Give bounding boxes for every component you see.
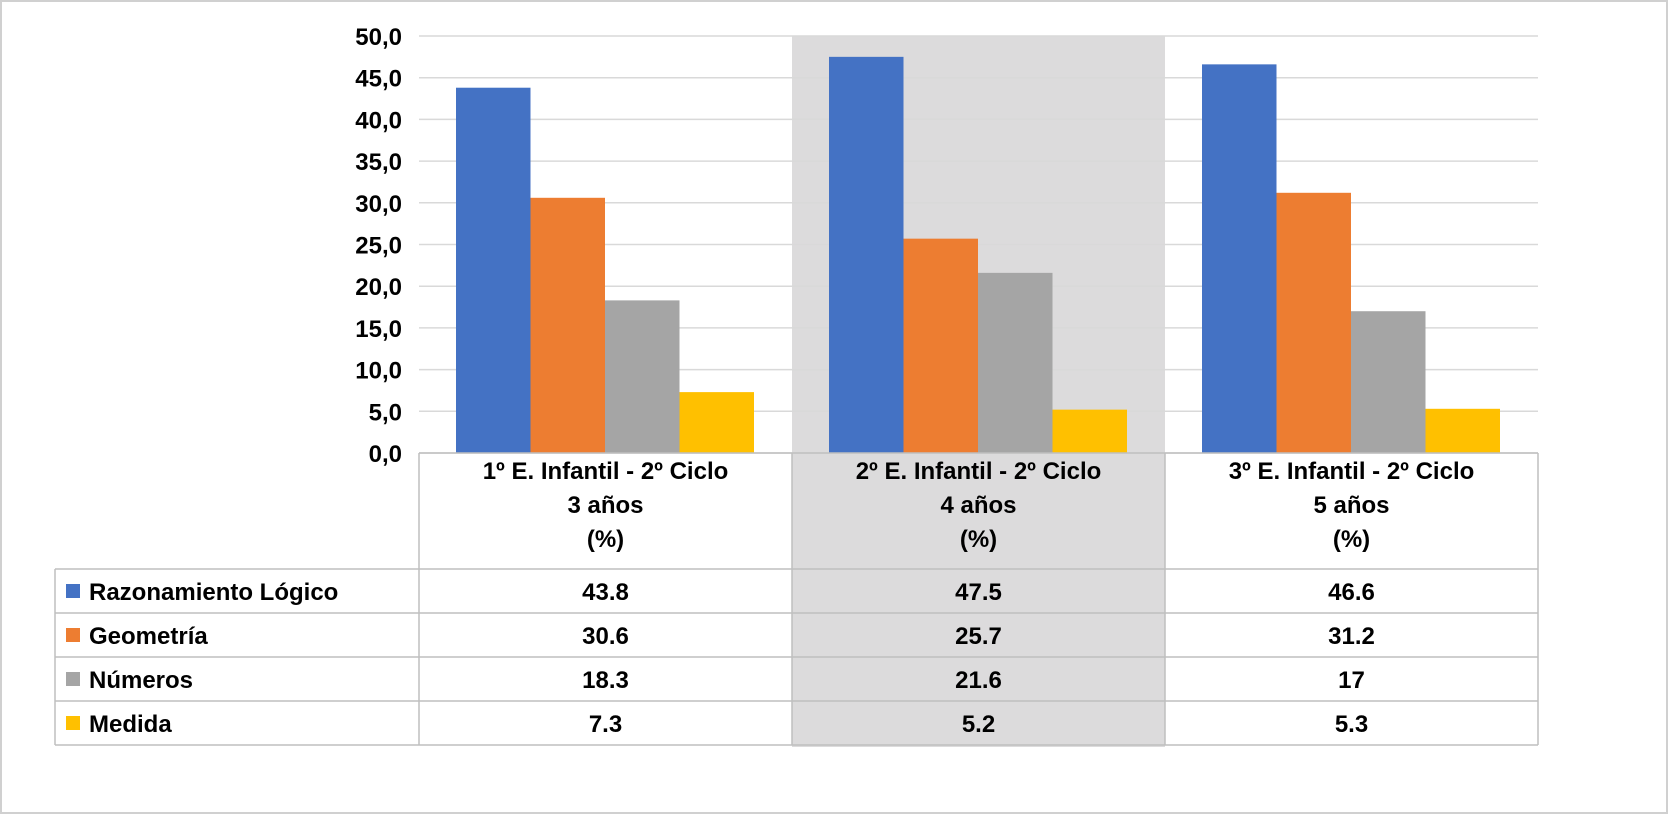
bar-razonamiento-l-gico-2 [829,56,904,453]
data-table-cell: 18.3 [582,667,629,694]
bar-medida-1 [679,392,754,453]
y-tick-label: 20,0 [355,274,402,301]
data-table-cell: 43.8 [582,579,629,606]
data-table-cell: 21.6 [955,667,1002,694]
y-tick-label: 40,0 [355,107,402,134]
data-table-cell: 17 [1338,667,1365,694]
bar-medida-2 [1052,409,1127,453]
legend-label: Geometría [89,623,208,650]
legend-label: Números [89,667,193,694]
data-table-cell: 47.5 [955,579,1002,606]
category-label: 2º E. Infantil - 2º Ciclo [856,458,1102,485]
category-label: 5 años [1313,492,1389,519]
legend-key [66,628,80,642]
y-tick-label: 30,0 [355,191,402,218]
y-tick-label: 0,0 [369,441,402,468]
data-table-cell: 25.7 [955,623,1002,650]
bar-medida-3 [1425,408,1500,453]
legend-key [66,672,80,686]
category-label: 3 años [567,492,643,519]
legend-label: Razonamiento Lógico [89,579,338,606]
data-table-cell: 31.2 [1328,623,1375,650]
data-table-cell: 46.6 [1328,579,1375,606]
y-tick-label: 25,0 [355,233,402,260]
legend-key [66,716,80,730]
category-label: 3º E. Infantil - 2º Ciclo [1229,458,1475,485]
bar-n-meros-1 [605,300,680,453]
data-table-cell: 30.6 [582,623,629,650]
y-tick-label: 50,0 [355,24,402,51]
y-tick-label: 5,0 [369,399,402,426]
bar-geometr-a-2 [903,238,978,453]
category-label: (%) [587,526,624,553]
y-tick-label: 45,0 [355,66,402,93]
y-tick-label: 35,0 [355,149,402,176]
bar-geometr-a-3 [1276,192,1351,454]
legend-key [66,584,80,598]
data-table-cell: 7.3 [589,711,622,738]
legend-label: Medida [89,711,172,738]
bar-razonamiento-l-gico-3 [1202,64,1277,453]
data-table-cell: 5.3 [1335,711,1368,738]
bar-n-meros-2 [978,272,1053,453]
y-tick-label: 10,0 [355,358,402,385]
y-tick-label: 15,0 [355,316,402,343]
bar-geometr-a-1 [530,197,605,453]
category-label: 1º E. Infantil - 2º Ciclo [483,458,729,485]
category-label: (%) [960,526,997,553]
data-table-cell: 5.2 [962,711,995,738]
category-label: 4 años [940,492,1016,519]
bar-n-meros-3 [1351,311,1426,453]
category-label: (%) [1333,526,1370,553]
bar-razonamiento-l-gico-1 [456,87,531,453]
